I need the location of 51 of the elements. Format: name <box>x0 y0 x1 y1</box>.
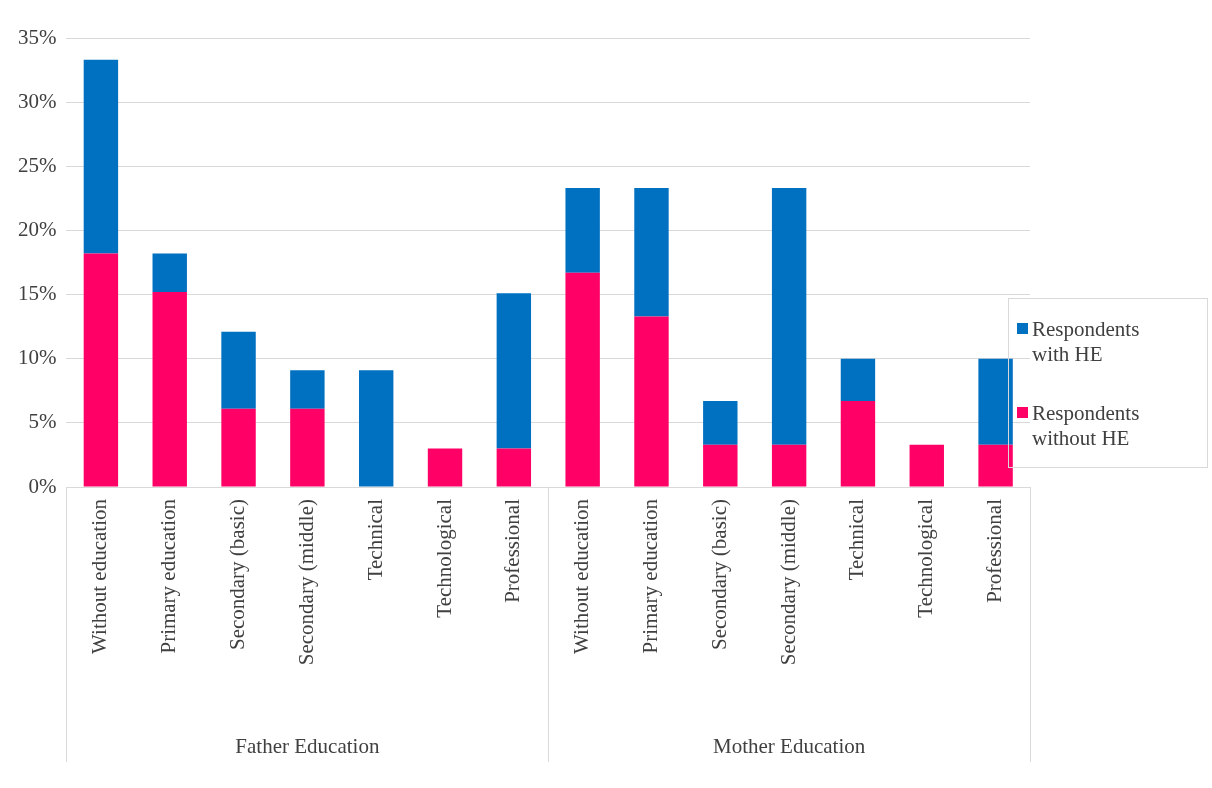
bar <box>290 370 325 409</box>
bar <box>290 408 325 487</box>
x-tick-label: Professional <box>500 498 525 603</box>
bar <box>978 444 1013 487</box>
x-tick-label: Without education <box>569 498 594 654</box>
bar <box>83 59 119 254</box>
bar <box>634 316 669 487</box>
text: Father Education <box>235 733 380 758</box>
bar <box>771 444 807 487</box>
bar <box>565 188 600 273</box>
bar <box>496 293 532 449</box>
x-tick-label: Secondary (basic) <box>225 499 250 651</box>
x-tick-label: Technical <box>844 498 869 581</box>
bar <box>221 331 256 409</box>
bar <box>840 401 876 487</box>
bar <box>703 401 738 445</box>
x-tick-label: Professional <box>982 498 1007 603</box>
bar <box>565 272 600 487</box>
bar <box>978 358 1013 445</box>
y-tick-label: 25% <box>17 152 57 177</box>
bar <box>496 448 532 487</box>
y-tick-label: 10% <box>17 345 57 370</box>
bar <box>771 188 807 445</box>
x-tick-label: Technological <box>913 498 938 618</box>
bar <box>427 448 463 487</box>
x-tick-label: Without education <box>87 498 112 654</box>
legend-label: Respondents with HE <box>1032 317 1141 367</box>
y-tick-label: 20% <box>17 216 57 241</box>
x-tick-label: Secondary (middle) <box>775 499 800 666</box>
text: Mother Education <box>713 733 866 758</box>
bar <box>83 253 119 487</box>
bar <box>221 408 256 487</box>
y-tick-label: 30% <box>17 88 57 113</box>
x-tick-label: Secondary (middle) <box>293 499 318 666</box>
bar <box>840 358 876 402</box>
bar <box>703 444 738 487</box>
x-tick-label: Technological <box>431 498 456 618</box>
y-tick-label: 0% <box>28 473 57 498</box>
legend-label: Respondents without HE <box>1032 401 1141 451</box>
x-tick-label: Secondary (basic) <box>706 499 731 651</box>
y-tick-label: 5% <box>28 409 57 434</box>
bar <box>152 253 187 293</box>
x-tick-label: Primary education <box>156 498 181 654</box>
x-tick-label: Technical <box>362 498 387 581</box>
y-tick-label: 15% <box>17 281 57 306</box>
bar <box>634 188 669 317</box>
x-tick-label: Primary education <box>638 498 662 654</box>
bar <box>152 292 187 487</box>
bar <box>358 370 394 487</box>
bar <box>909 444 944 487</box>
y-tick-label: 35% <box>17 24 57 49</box>
